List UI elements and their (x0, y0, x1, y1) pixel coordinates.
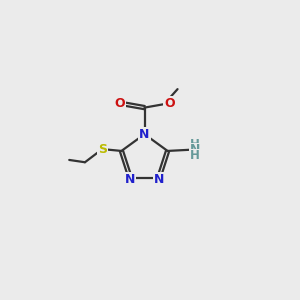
Text: O: O (115, 97, 125, 110)
Text: H: H (190, 149, 200, 162)
Text: S: S (98, 142, 107, 156)
Text: N: N (154, 173, 164, 186)
Text: N: N (125, 173, 135, 186)
Text: N: N (190, 143, 200, 156)
Text: N: N (139, 128, 150, 141)
Text: O: O (164, 97, 175, 110)
Text: H: H (190, 137, 200, 151)
